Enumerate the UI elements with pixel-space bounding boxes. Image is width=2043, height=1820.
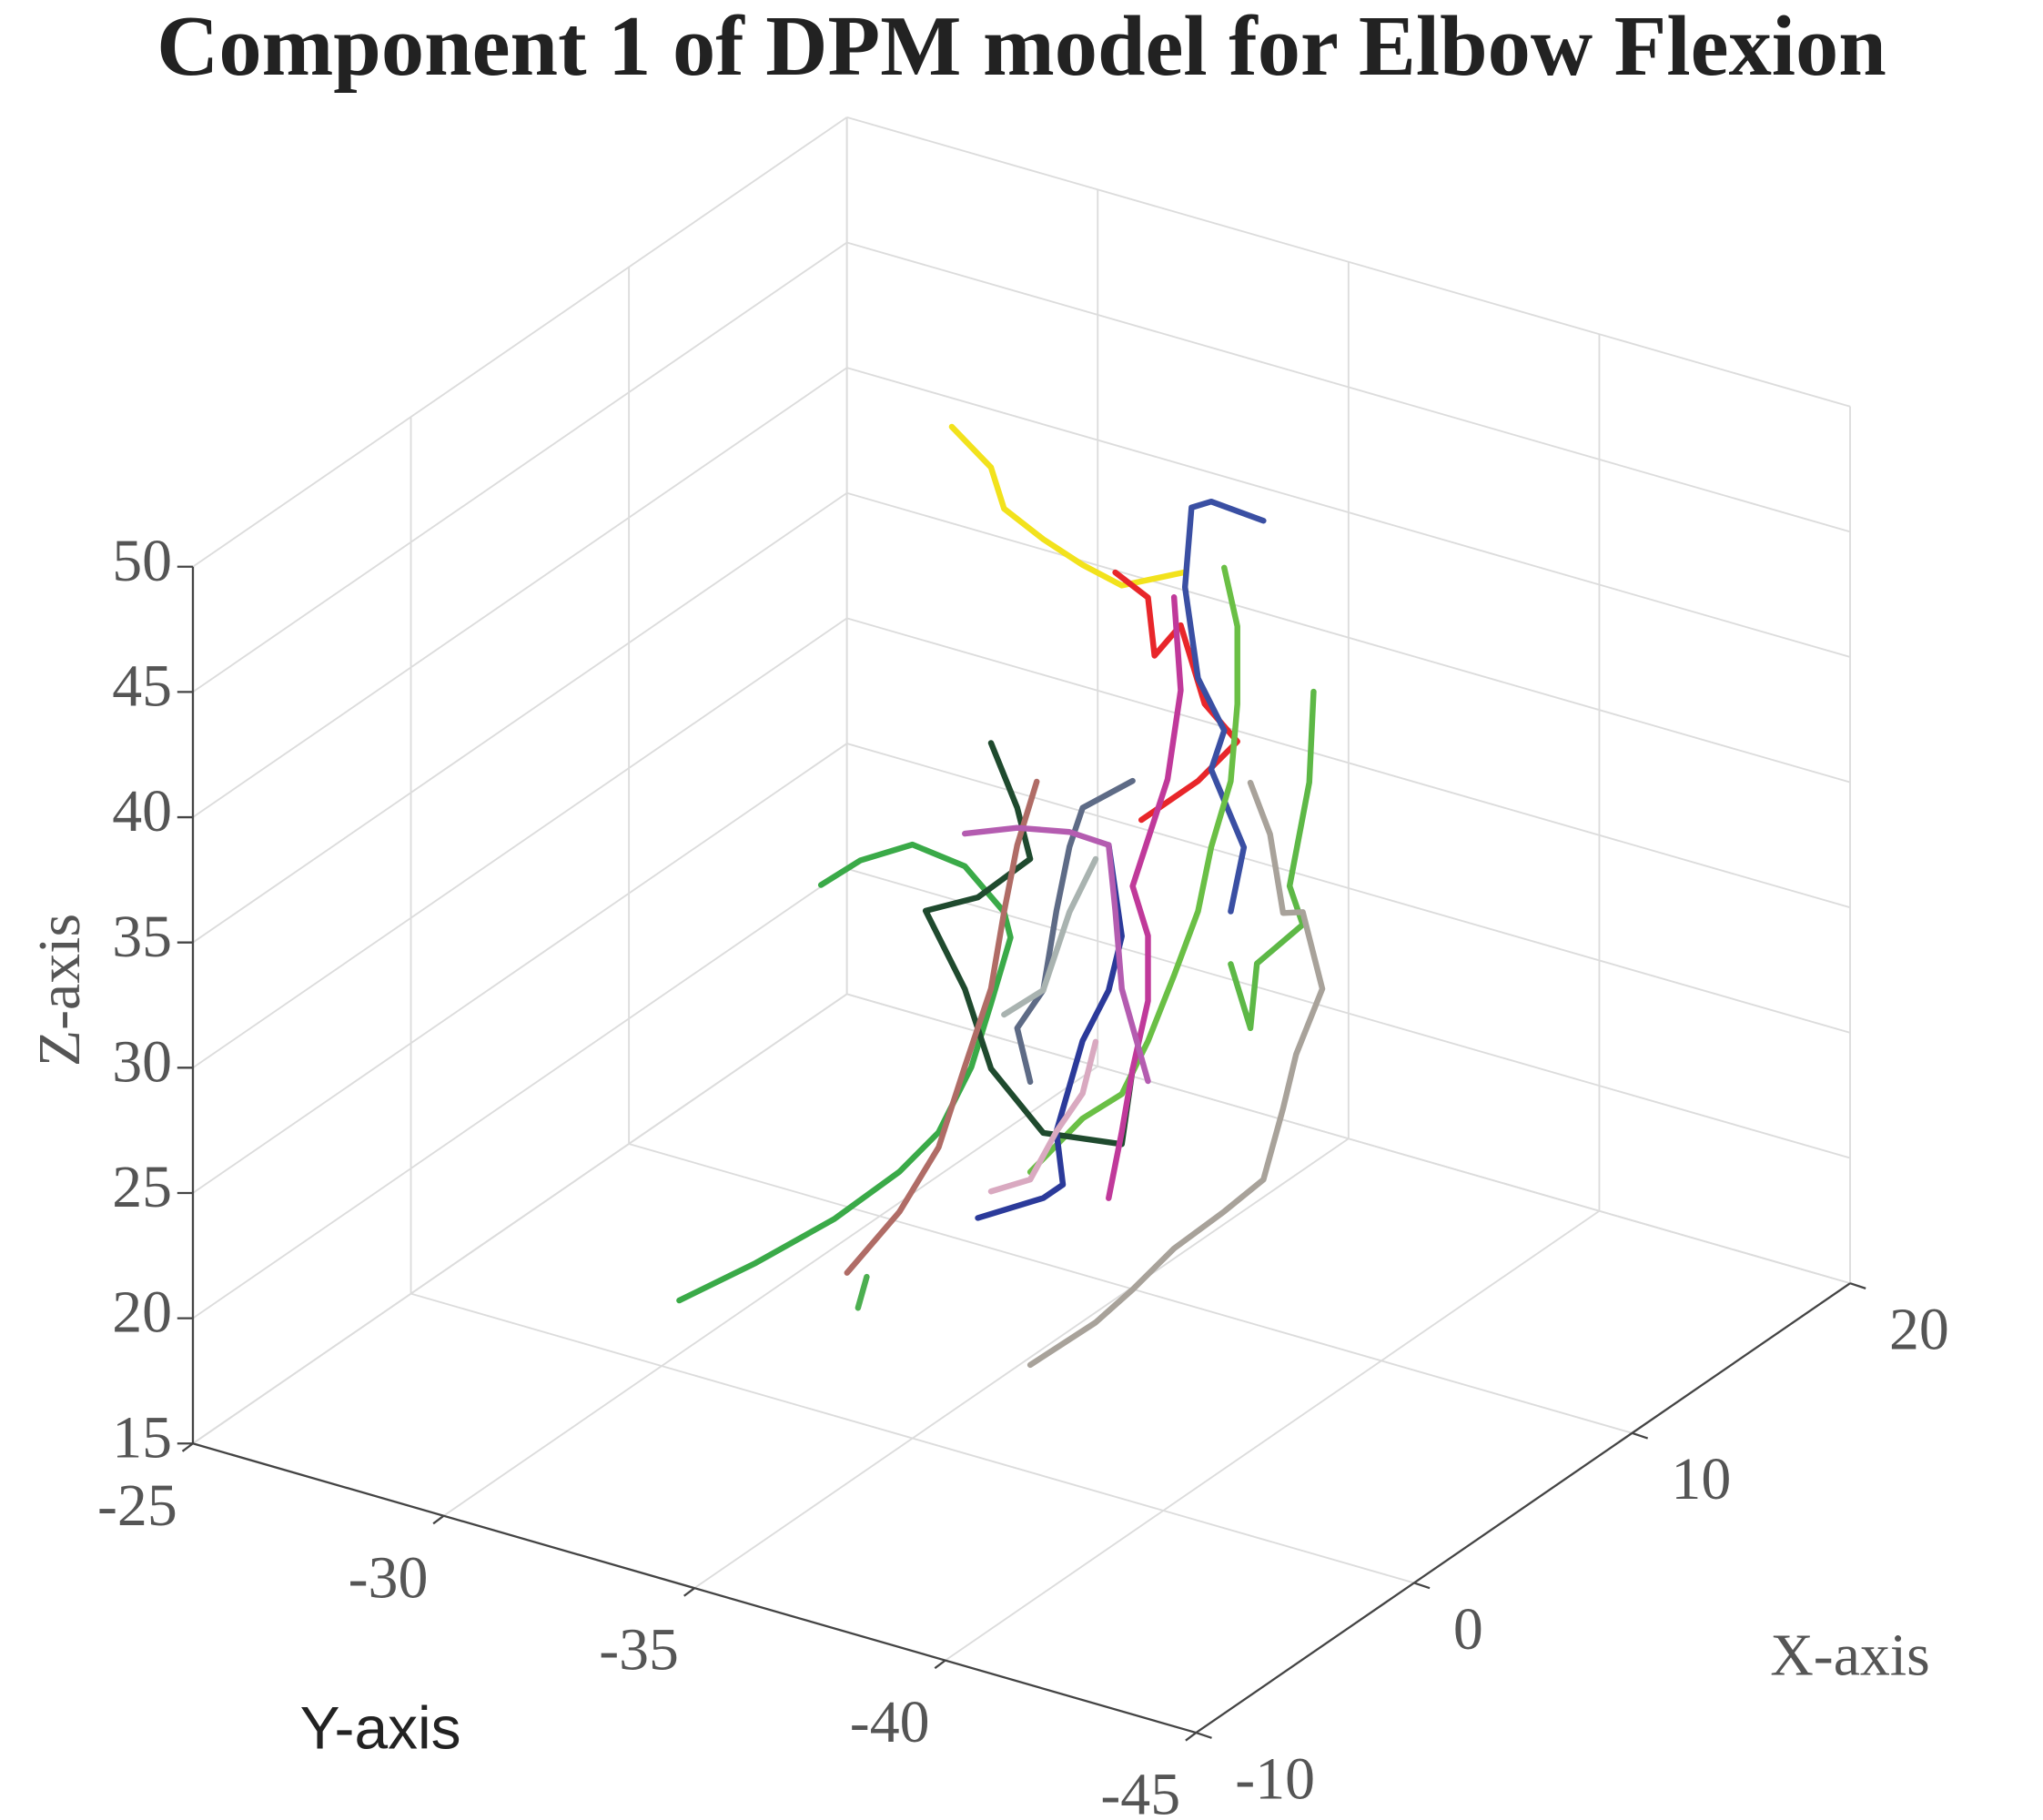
y-axis-title: Y-axis <box>300 1694 461 1761</box>
chart-title: Component 1 of DPM model for Elbow Flexi… <box>157 0 1886 94</box>
x-tick-label: 0 <box>1453 1596 1483 1663</box>
y-tick-label: -45 <box>1100 1762 1180 1820</box>
x-tick-label: -10 <box>1235 1745 1315 1812</box>
trajectory <box>1001 855 1099 1018</box>
grid-line <box>192 867 848 1320</box>
grid-line <box>846 617 1851 909</box>
grid-line <box>192 241 848 693</box>
trajectory <box>1106 594 1184 1201</box>
grid-line <box>192 993 848 1445</box>
z-tick-label: 15 <box>112 1404 172 1471</box>
z-tick-label: 50 <box>112 528 172 594</box>
grid-line <box>192 617 848 1069</box>
grid-line <box>846 367 1851 658</box>
trajectory <box>855 1273 870 1311</box>
x-tick-label: 20 <box>1889 1297 1949 1363</box>
tick-mark <box>1195 1731 1212 1739</box>
grid-line <box>846 993 1851 1285</box>
z-tick-label: 45 <box>112 653 172 720</box>
grid-line <box>192 367 848 818</box>
tick-mark <box>683 1587 695 1597</box>
trajectory <box>1181 498 1267 915</box>
tick-mark <box>432 1514 445 1525</box>
grid-line <box>846 867 1851 1159</box>
trajectory <box>1027 779 1326 1369</box>
trajectory <box>1014 777 1136 1086</box>
y-tick-label: -30 <box>349 1544 429 1611</box>
axis-line <box>1195 1282 1851 1734</box>
x-tick-label: 10 <box>1671 1446 1731 1512</box>
trajectory <box>1112 569 1240 824</box>
tick-mark <box>934 1659 946 1670</box>
tick-mark <box>1413 1582 1431 1590</box>
trajectory <box>1027 564 1240 1176</box>
trajectory <box>1228 688 1317 1032</box>
trajectory <box>962 824 1151 1085</box>
trajectory <box>844 778 1040 1276</box>
y-tick-label: -35 <box>599 1617 679 1684</box>
trajectory <box>676 841 1014 1304</box>
grid-line <box>846 116 1851 408</box>
z-tick-label: 20 <box>112 1279 172 1346</box>
trajectory <box>975 842 1125 1221</box>
z-tick-label: 40 <box>112 778 172 844</box>
z-tick-label: 35 <box>112 904 172 970</box>
z-tick-label: 30 <box>112 1028 172 1095</box>
trajectory <box>948 423 1188 589</box>
grid-line <box>693 1138 1350 1589</box>
grid-line <box>846 241 1851 533</box>
tick-mark <box>1185 1732 1198 1742</box>
grid-line <box>443 1066 1098 1517</box>
tick-mark <box>1849 1282 1866 1289</box>
grid-line <box>846 491 1851 784</box>
grid-line <box>945 1209 1600 1662</box>
grid-line <box>192 116 848 568</box>
tick-mark <box>1632 1431 1649 1440</box>
x-axis-title: X-axis <box>1770 1622 1930 1688</box>
y-tick-label: -25 <box>97 1472 177 1539</box>
y-tick-label: -40 <box>850 1689 930 1755</box>
grid-line <box>192 743 848 1194</box>
grid-line <box>192 492 848 944</box>
z-tick-label: 25 <box>112 1154 172 1220</box>
grid-line <box>846 743 1851 1034</box>
z-axis-title: Z-axis <box>26 914 93 1067</box>
tick-mark <box>181 1442 194 1452</box>
trajectory <box>987 1038 1099 1195</box>
